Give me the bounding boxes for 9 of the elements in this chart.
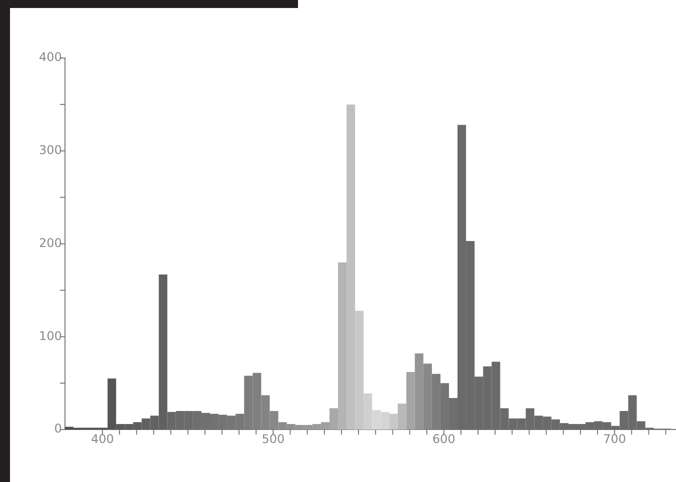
y-tick-label: 300 xyxy=(39,143,62,158)
y-tick-label: 400 xyxy=(39,50,62,64)
y-tick-label: 200 xyxy=(39,236,62,250)
x-tick-label: 500 xyxy=(262,432,285,446)
y-tick-label: 100 xyxy=(39,328,62,343)
y-tick-label: 0 xyxy=(54,422,62,436)
x-tick-label: 400 xyxy=(91,432,114,446)
x-tick-label: 700 xyxy=(603,432,626,446)
x-tick-label: 600 xyxy=(432,432,456,446)
